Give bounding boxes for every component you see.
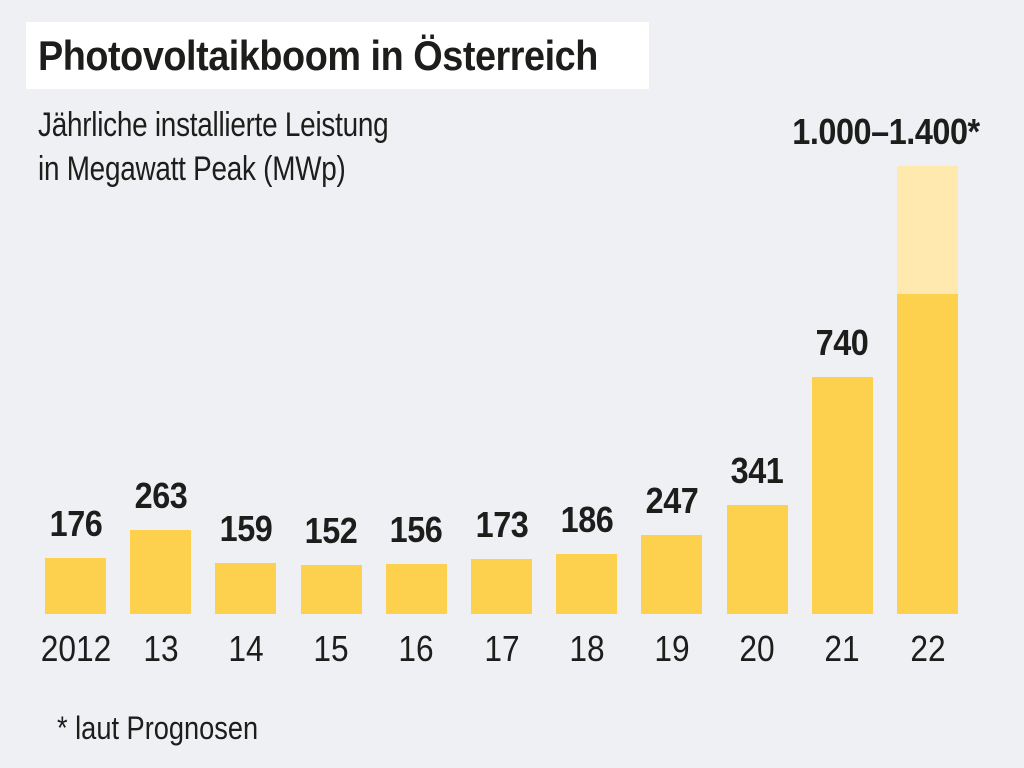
forecast-bar-22 — [897, 166, 958, 294]
x-axis-label-18: 18 — [569, 628, 605, 669]
bar-2012 — [45, 558, 106, 614]
subtitle-line-2: in Megawatt Peak (MWp) — [38, 150, 346, 188]
x-axis-label-19: 19 — [654, 628, 690, 669]
bar-value-label-20: 341 — [730, 450, 784, 491]
bar-21 — [811, 377, 873, 614]
x-axis-label-21: 21 — [824, 628, 860, 669]
bar-value-label-18: 186 — [560, 499, 614, 540]
bar-value-label-16: 156 — [389, 509, 443, 550]
bar-value-label-19: 247 — [645, 480, 699, 521]
x-axis-label-22: 22 — [909, 628, 946, 669]
bar-15 — [300, 565, 362, 614]
bar-value-label-13: 263 — [134, 475, 188, 516]
bar-13 — [130, 530, 192, 614]
bar-value-label-21: 740 — [815, 322, 869, 363]
bar-18 — [556, 554, 618, 614]
bar-22 — [897, 294, 958, 614]
x-axis: 2012 13 14 15 16 17 18 19 20 21 22 — [0, 630, 1024, 670]
bar-17 — [471, 559, 532, 614]
bar-20 — [726, 505, 788, 614]
bar-14 — [215, 563, 277, 614]
bar-value-label-2012: 176 — [49, 503, 102, 544]
x-axis-label-16: 16 — [398, 628, 434, 669]
chart-subtitle: Jährliche installierte Leistung in Megaw… — [38, 103, 465, 191]
x-axis-label-14: 14 — [228, 628, 264, 669]
bar-value-label-17: 173 — [475, 504, 528, 545]
x-axis-label-15: 15 — [313, 628, 349, 669]
footnote: * laut Prognosen — [57, 710, 259, 746]
chart-title: Photovoltaikboom in Österreich — [38, 31, 598, 79]
x-axis-label-13: 13 — [143, 628, 179, 669]
x-axis-label-20: 20 — [739, 628, 775, 669]
bar-value-label-22: 1.000–1.400* — [791, 111, 980, 152]
x-axis-label-17: 17 — [483, 628, 520, 669]
bar-value-label-15: 152 — [304, 510, 358, 551]
bar-19 — [641, 535, 703, 614]
x-axis-label-2012: 2012 — [40, 628, 111, 669]
bar-16 — [385, 564, 447, 614]
bar-value-label-14: 159 — [219, 508, 273, 549]
title-box: Photovoltaikboom in Österreich — [26, 22, 649, 89]
subtitle-line-1: Jährliche installierte Leistung — [38, 106, 389, 144]
bar-chart-plot-area: 176 263 159 152 156 173 186 247 341 740 1.000–1.40… — [45, 111, 980, 614]
